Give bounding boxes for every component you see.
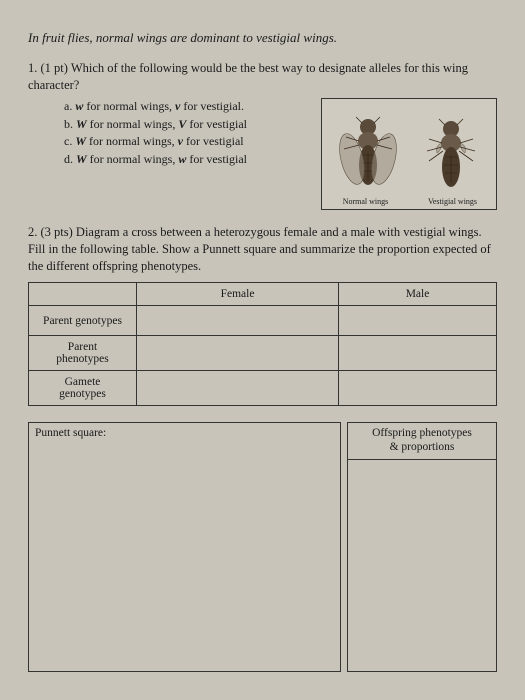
row-gamete-genotypes: Gametegenotypes <box>29 371 137 406</box>
q1-prompt: 1. (1 pt) Which of the following would b… <box>28 60 497 94</box>
fly-figure: Normal wings Vestigial wings <box>321 98 497 210</box>
lower-row: Punnett square: Offspring phenotypes& pr… <box>28 422 497 672</box>
q1-options: a. w for normal wings, v for vestigial. … <box>28 98 311 210</box>
q1-option-b: b. W for normal wings, V for vestigial <box>64 116 311 133</box>
q1-row: a. w for normal wings, v for vestigial. … <box>28 98 497 210</box>
cell-male-gamete <box>339 371 497 406</box>
cell-female-pheno <box>137 336 339 371</box>
cross-table: Female Male Parent genotypes Parentpheno… <box>28 282 497 406</box>
punnett-label: Punnett square: <box>35 427 106 439</box>
intro-text: In fruit flies, normal wings are dominan… <box>28 30 497 46</box>
figure-label-vestigial: Vestigial wings <box>409 197 496 206</box>
row-parent-genotypes: Parent genotypes <box>29 306 137 336</box>
offspring-header: Offspring phenotypes& proportions <box>348 423 496 460</box>
normal-wings-fly-icon <box>332 115 404 193</box>
figure-label-normal: Normal wings <box>322 197 409 206</box>
q1-option-d: d. W for normal wings, w for vestigial <box>64 151 311 168</box>
cell-male-geno <box>339 306 497 336</box>
col-female: Female <box>137 283 339 306</box>
vestigial-wings-fly-icon <box>415 115 487 193</box>
punnett-square-box: Punnett square: <box>28 422 341 672</box>
q1-option-c: c. W for normal wings, v for vestigial <box>64 133 311 150</box>
col-male: Male <box>339 283 497 306</box>
row-parent-phenotypes: Parentphenotypes <box>29 336 137 371</box>
cell-female-geno <box>137 306 339 336</box>
q2-prompt: 2. (3 pts) Diagram a cross between a het… <box>28 224 497 275</box>
cell-female-gamete <box>137 371 339 406</box>
q1-option-a: a. w for normal wings, v for vestigial. <box>64 98 311 115</box>
cell-male-pheno <box>339 336 497 371</box>
offspring-box: Offspring phenotypes& proportions <box>347 422 497 672</box>
